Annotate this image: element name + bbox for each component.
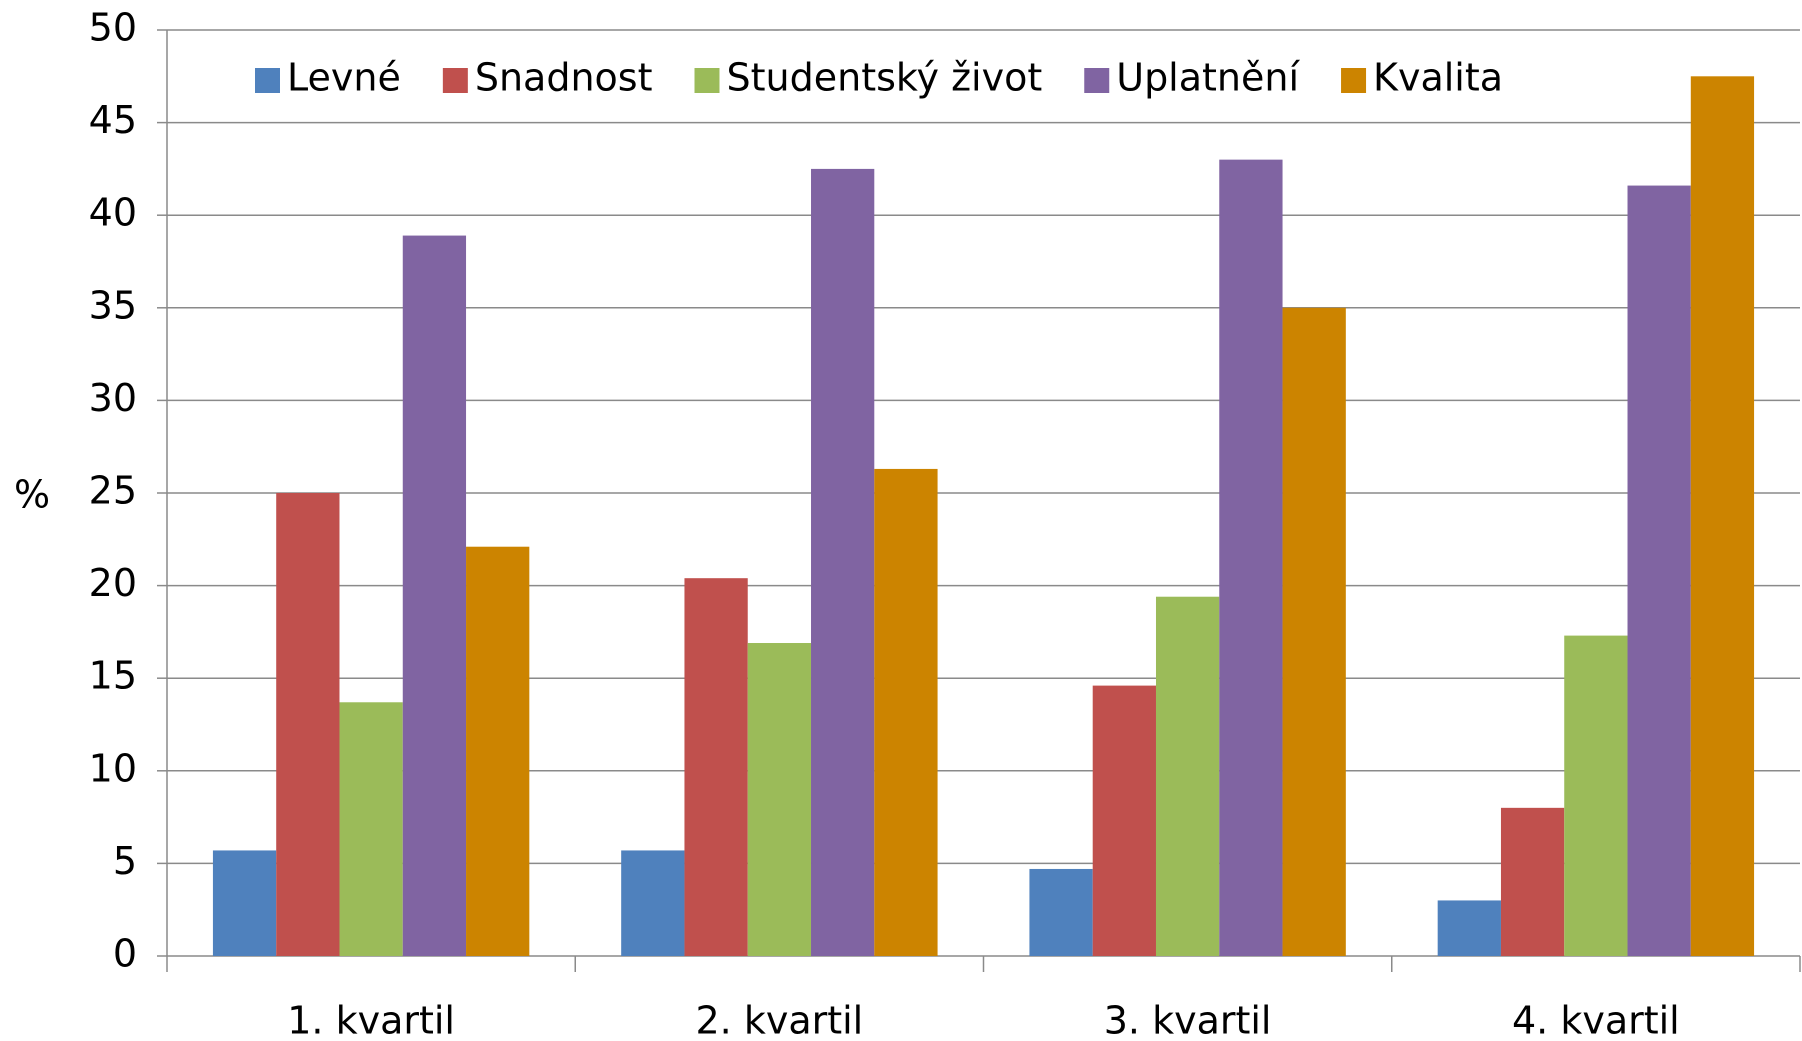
y-tick-label: 20 — [89, 561, 137, 605]
y-axis-label: % — [14, 473, 50, 517]
bar — [621, 850, 685, 956]
x-tick-label: 4. kvartil — [1512, 999, 1680, 1041]
y-tick-label: 45 — [89, 98, 137, 142]
bar — [684, 578, 748, 956]
x-tick-label: 3. kvartil — [1104, 999, 1272, 1041]
bar — [1282, 307, 1346, 956]
legend-swatch — [694, 68, 720, 93]
bar — [1690, 76, 1755, 957]
bar — [212, 850, 277, 956]
bar — [874, 468, 938, 956]
y-tick-label: 30 — [89, 376, 137, 420]
legend-label: Uplatnění — [1116, 56, 1300, 100]
bar — [1092, 685, 1156, 956]
legend-swatch — [1084, 68, 1110, 93]
bar — [811, 168, 875, 956]
legend-swatch — [1341, 68, 1367, 93]
legend-label: Studentský život — [727, 56, 1043, 100]
bar — [1564, 635, 1628, 956]
bar — [1627, 185, 1691, 956]
y-tick-label: 40 — [89, 191, 137, 235]
bar — [339, 702, 403, 956]
legend-label: Levné — [287, 56, 401, 100]
bar — [466, 546, 530, 956]
bar — [1029, 868, 1093, 956]
y-tick-label: 10 — [89, 746, 137, 790]
bar — [1219, 159, 1283, 956]
y-tick-label: 5 — [113, 839, 137, 883]
legend-label: Kvalita — [1373, 56, 1503, 100]
y-tick-label: 25 — [89, 469, 137, 513]
bar — [1437, 900, 1501, 956]
bar — [276, 493, 340, 956]
y-tick-label: 0 — [113, 932, 137, 976]
legend-swatch — [255, 68, 280, 93]
legend-swatch — [442, 68, 468, 93]
bar — [1155, 596, 1220, 956]
bar — [1500, 807, 1565, 956]
y-tick-label: 35 — [89, 283, 137, 327]
legend-label: Snadnost — [475, 56, 653, 100]
y-tick-label: 15 — [89, 654, 137, 698]
x-tick-label: 1. kvartil — [287, 999, 455, 1041]
x-tick-label: 2. kvartil — [695, 999, 863, 1041]
y-tick-label: 50 — [89, 6, 137, 50]
bar — [402, 235, 467, 956]
bar — [747, 643, 812, 956]
